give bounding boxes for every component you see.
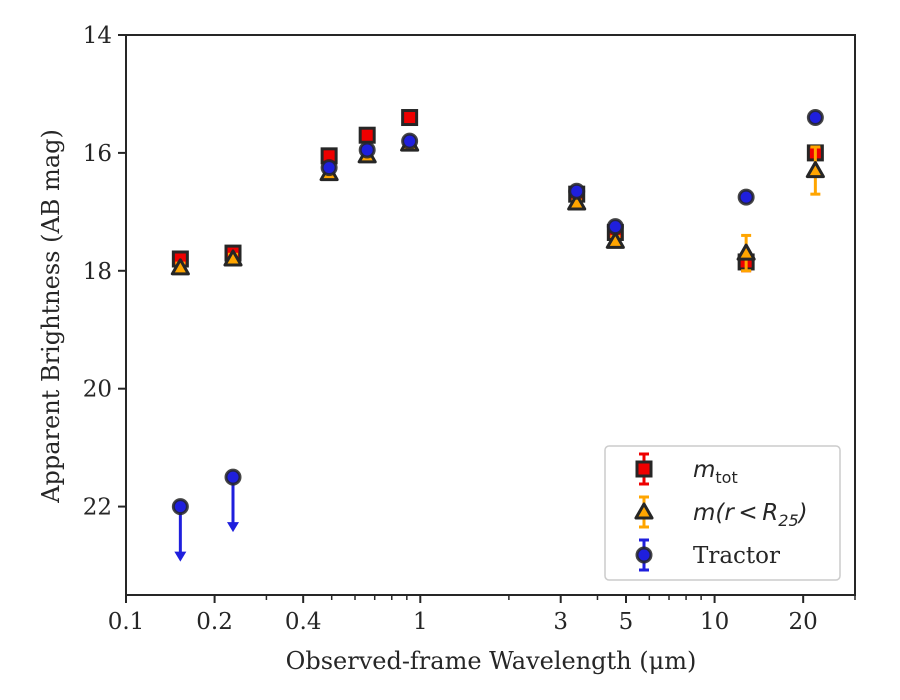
series-circle xyxy=(171,109,824,562)
data-point-circle xyxy=(171,498,189,516)
data-point-square xyxy=(401,109,419,127)
x-tick-label: 10 xyxy=(700,609,729,635)
plot-frame xyxy=(125,34,856,596)
x-tick-label: 3 xyxy=(553,609,568,635)
data-point-circle xyxy=(606,218,624,236)
y-tick-label: 18 xyxy=(83,259,112,285)
data-point-triangle xyxy=(605,231,625,249)
series-triangle xyxy=(170,134,825,276)
x-tick-label: 1 xyxy=(413,609,428,635)
upper-limit-arrowhead xyxy=(227,522,240,533)
data-point-circle xyxy=(320,159,338,177)
data-marks xyxy=(170,109,825,562)
axes: 0.1 0.2 0.4 1 3 5 10 20 14 16 18 20 22 xyxy=(83,23,856,635)
data-point-circle xyxy=(737,188,755,206)
legend-label: Tractor xyxy=(693,543,780,569)
data-point-circle xyxy=(358,141,376,159)
data-point-triangle xyxy=(736,243,756,261)
x-tick-label: 20 xyxy=(789,609,818,635)
legend-marker-circle xyxy=(635,546,653,564)
y-tick-label: 22 xyxy=(83,495,112,521)
series-square xyxy=(171,109,824,273)
data-point-circle xyxy=(806,109,824,127)
x-tick-label: 0.2 xyxy=(196,609,233,635)
legend-marker-square xyxy=(635,460,653,478)
data-point-circle xyxy=(401,132,419,150)
legend-label: m(r < R25) xyxy=(693,500,808,530)
x-tick-label: 5 xyxy=(619,609,634,635)
y-tick-label: 14 xyxy=(83,23,112,49)
x-tick-label: 0.1 xyxy=(108,609,145,635)
legend-marker-triangle xyxy=(634,502,654,520)
data-point-triangle xyxy=(223,249,243,267)
data-point-square xyxy=(358,126,376,144)
data-point-triangle xyxy=(170,258,190,276)
data-point-circle xyxy=(568,182,586,200)
legend: mtot m(r < R25) Tractor xyxy=(604,445,841,581)
x-tick-label: 0.4 xyxy=(285,609,322,635)
y-tick-label: 16 xyxy=(83,141,112,167)
y-tick-label: 20 xyxy=(83,377,112,403)
upper-limit-arrowhead xyxy=(174,551,187,562)
data-point-triangle xyxy=(567,193,587,211)
data-point-circle xyxy=(224,468,242,486)
legend-label: mtot xyxy=(693,457,738,487)
x-axis-label: Observed-frame Wavelength (μm) xyxy=(286,647,697,675)
data-point-triangle xyxy=(805,161,825,179)
y-axis-label: Apparent Brightness (AB mag) xyxy=(37,129,65,504)
legend-box xyxy=(604,445,841,581)
